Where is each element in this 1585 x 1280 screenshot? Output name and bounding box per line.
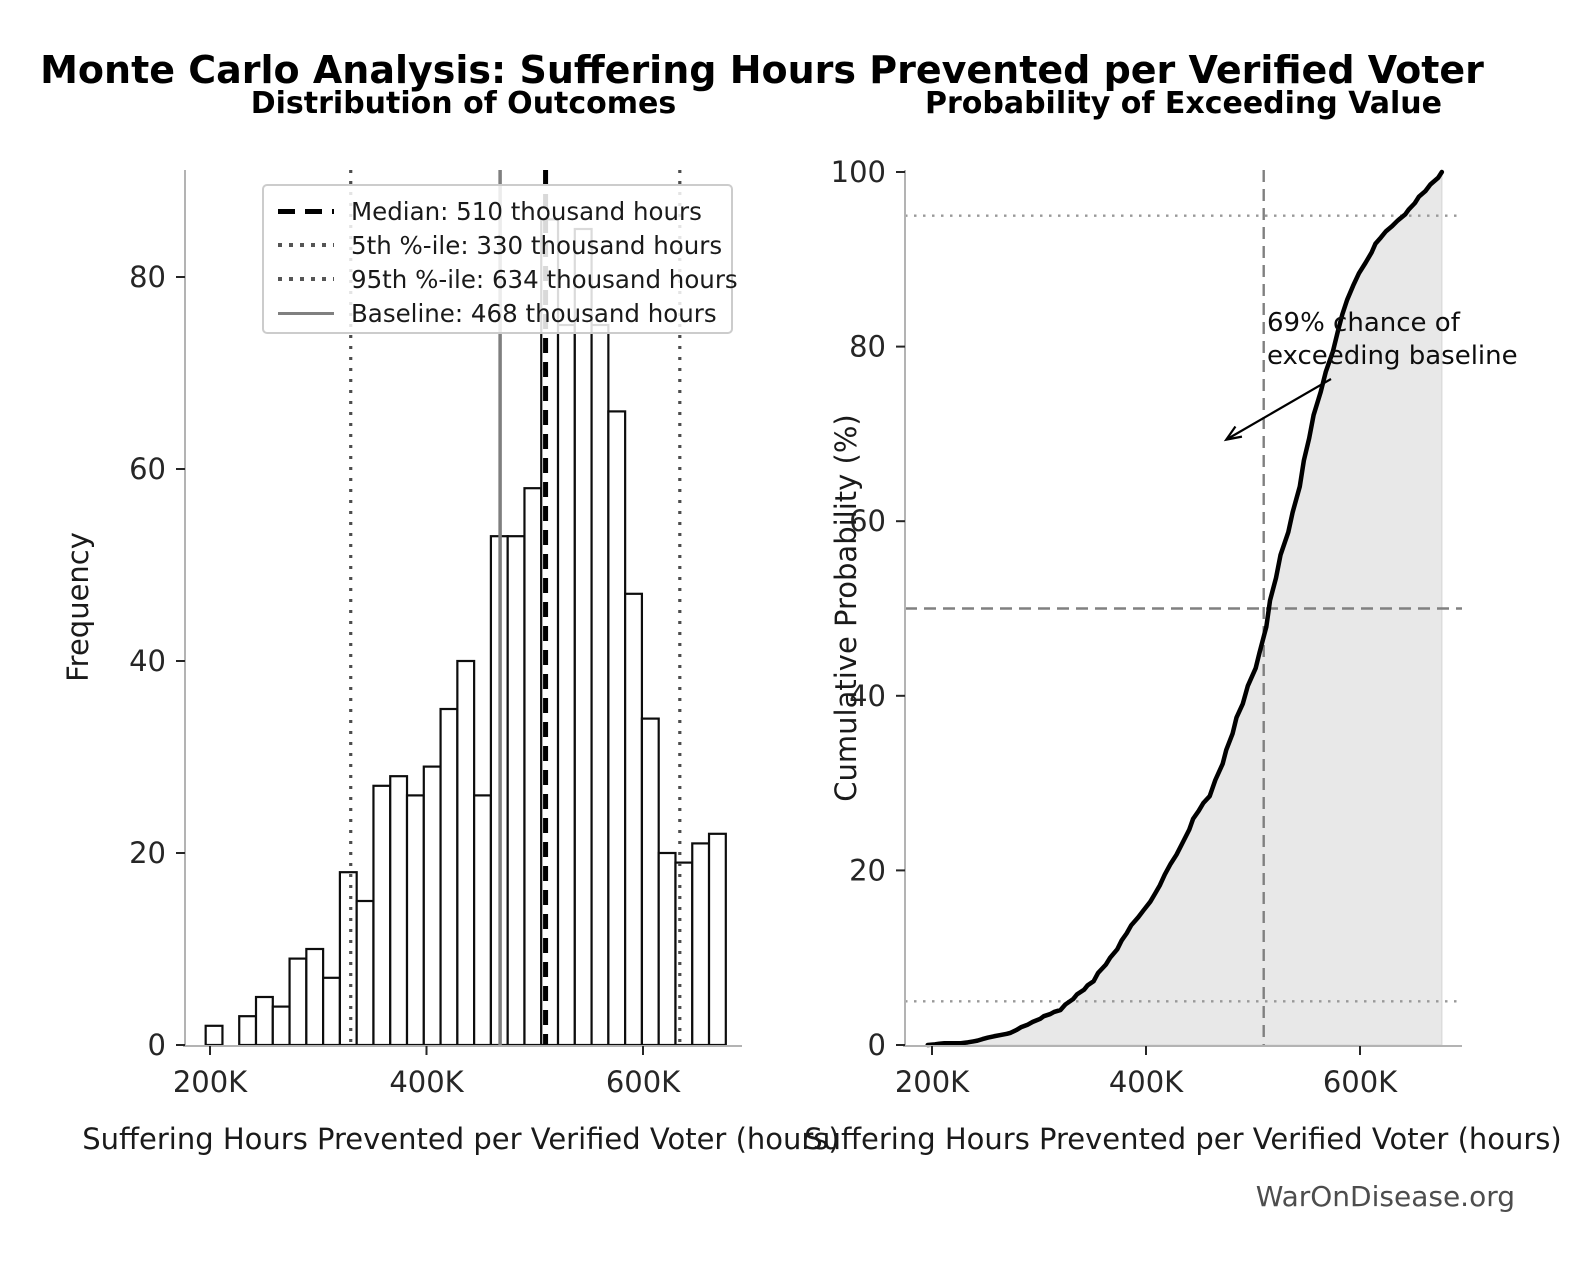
tick-label: 600K xyxy=(1323,1065,1398,1099)
left-y-axis-label: Frequency xyxy=(61,532,95,682)
histogram-bar xyxy=(590,323,610,1047)
right-x-axis-label: Suffering Hours Prevented per Verified V… xyxy=(804,1122,1562,1156)
histogram-bar xyxy=(473,794,493,1047)
histogram-bar xyxy=(624,592,644,1047)
histogram-bar xyxy=(355,899,375,1047)
left-x-axis-label: Suffering Hours Prevented per Verified V… xyxy=(82,1122,840,1156)
legend-box: Median: 510 thousand hours 5th %-ile: 33… xyxy=(262,184,738,334)
histogram-bar xyxy=(389,775,409,1047)
histogram-bar xyxy=(691,842,711,1047)
cdf-curve xyxy=(925,169,1445,1048)
main-title: Monte Carlo Analysis: Suffering Hours Pr… xyxy=(40,48,1484,92)
median-line-sample xyxy=(278,208,334,214)
cdf-annotation: 69% chance of exceeding baseline xyxy=(1267,307,1518,373)
histogram-bar xyxy=(607,410,627,1047)
histogram-bar xyxy=(573,227,593,1047)
tick-label: 100 xyxy=(831,155,886,189)
tick-label: 600K xyxy=(606,1065,681,1099)
histogram-bar xyxy=(338,871,358,1047)
legend-item-p5: 5th %-ile: 330 thousand hours xyxy=(278,228,731,262)
histogram-bar xyxy=(372,784,392,1047)
annotation-line1: 69% chance of xyxy=(1267,308,1460,338)
legend-label: Baseline: 468 thousand hours xyxy=(351,298,717,328)
tick-label: 80 xyxy=(849,330,886,364)
tick-label: 400K xyxy=(1109,1065,1184,1099)
annotation-line2: exceeding baseline xyxy=(1267,341,1518,371)
annotation-arrowhead xyxy=(1223,425,1243,442)
tick-label: 80 xyxy=(129,260,166,294)
watermark: WarOnDisease.org xyxy=(1255,1180,1515,1213)
histogram-bar xyxy=(238,1015,258,1047)
histogram-bar xyxy=(322,976,341,1047)
histogram-bar xyxy=(657,851,677,1047)
legend-item-p95: 95th %-ile: 634 thousand hours xyxy=(278,262,738,296)
tick-label: 60 xyxy=(849,504,886,538)
histogram-bar xyxy=(288,957,308,1047)
legend-label: Median: 510 thousand hours xyxy=(351,196,702,226)
tick-label: 200K xyxy=(895,1065,970,1099)
tick-label: 60 xyxy=(129,452,166,486)
legend-item-median: Median: 510 thousand hours xyxy=(278,194,731,228)
histogram-bar xyxy=(707,832,727,1047)
histogram-bar xyxy=(305,947,325,1047)
histogram-bar xyxy=(271,1005,291,1047)
histogram-bar xyxy=(556,323,576,1047)
left-chart-title: Distribution of Outcomes xyxy=(250,86,677,121)
tick-label: 20 xyxy=(129,836,166,870)
tick-label: 40 xyxy=(849,679,886,713)
tick-label: 400K xyxy=(389,1065,464,1099)
baseline-line-sample xyxy=(278,311,334,315)
histogram-bar xyxy=(456,659,476,1047)
histogram-bar xyxy=(204,1024,224,1047)
histogram-bar xyxy=(439,707,459,1047)
right-y-axis-label: Cumulative Probability (%) xyxy=(829,414,863,802)
tick-label: 0 xyxy=(148,1028,166,1062)
histogram-bar xyxy=(640,717,660,1047)
p5-line-sample xyxy=(278,243,334,247)
tick-label: 40 xyxy=(129,644,166,678)
histogram-bar xyxy=(405,794,425,1047)
histogram-bar xyxy=(254,995,274,1047)
p95-line-sample xyxy=(278,277,334,281)
tick-label: 200K xyxy=(173,1065,248,1099)
histogram-bar xyxy=(422,765,442,1047)
histogram-bar xyxy=(506,535,526,1047)
histogram-bar xyxy=(523,487,543,1047)
right-chart-title: Probability of Exceeding Value xyxy=(924,86,1443,121)
legend-label: 5th %-ile: 330 thousand hours xyxy=(351,230,723,260)
histogram-bar xyxy=(674,861,694,1047)
legend-item-baseline: Baseline: 468 thousand hours xyxy=(278,296,731,330)
annotation-arrow xyxy=(1225,378,1332,441)
legend-label: 95th %-ile: 634 thousand hours xyxy=(351,264,738,294)
tick-label: 20 xyxy=(849,853,886,887)
tick-label: 0 xyxy=(868,1028,886,1062)
